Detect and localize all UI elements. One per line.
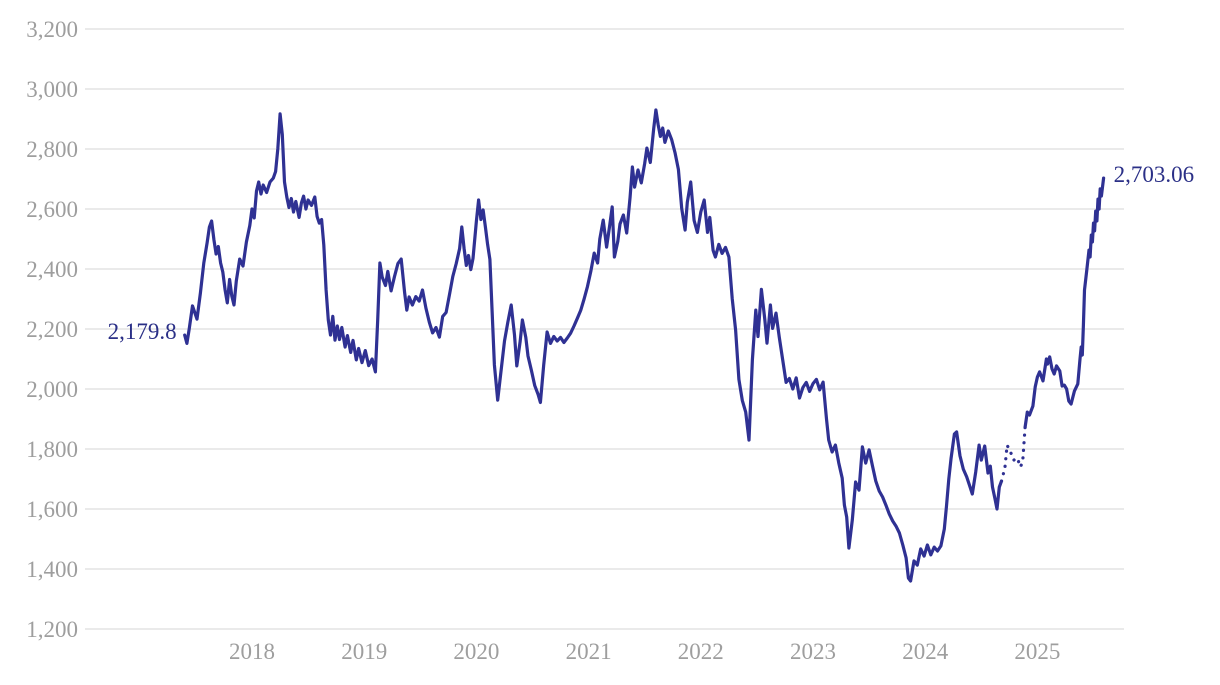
x-tick-label: 2021: [566, 639, 612, 664]
y-tick-label: 1,800: [26, 437, 78, 462]
x-tick-label: 2019: [341, 639, 387, 664]
price-line: [1023, 176, 1106, 429]
y-tick-label: 1,400: [26, 557, 78, 582]
start-value-label: 2,179.8: [108, 319, 177, 344]
price-line: [183, 108, 1004, 583]
y-tick-label: 2,800: [26, 137, 78, 162]
y-tick-label: 2,200: [26, 317, 78, 342]
end-value-label: 2,703.06: [1114, 162, 1195, 187]
y-tick-label: 2,000: [26, 377, 78, 402]
x-tick-label: 2024: [902, 639, 949, 664]
x-tick-label: 2025: [1014, 639, 1060, 664]
x-tick-label: 2023: [790, 639, 836, 664]
y-tick-label: 2,600: [26, 197, 78, 222]
y-tick-label: 1,200: [26, 617, 78, 642]
y-tick-label: 3,200: [26, 17, 78, 42]
x-tick-label: 2018: [229, 639, 275, 664]
y-tick-label: 3,000: [26, 77, 78, 102]
y-tick-label: 2,400: [26, 257, 78, 282]
x-axis-labels: 2018 2019 2020 2021 2022 2023 2024 2025: [229, 639, 1060, 664]
gridlines: [85, 28, 1124, 630]
y-tick-label: 1,600: [26, 497, 78, 522]
x-tick-label: 2020: [453, 639, 499, 664]
price-line-dotted-segment: [999, 425, 1027, 483]
x-tick-label: 2022: [678, 639, 724, 664]
y-axis-labels: 3,200 3,000 2,800 2,600 2,400 2,200 2,000 1,800…: [26, 17, 78, 642]
